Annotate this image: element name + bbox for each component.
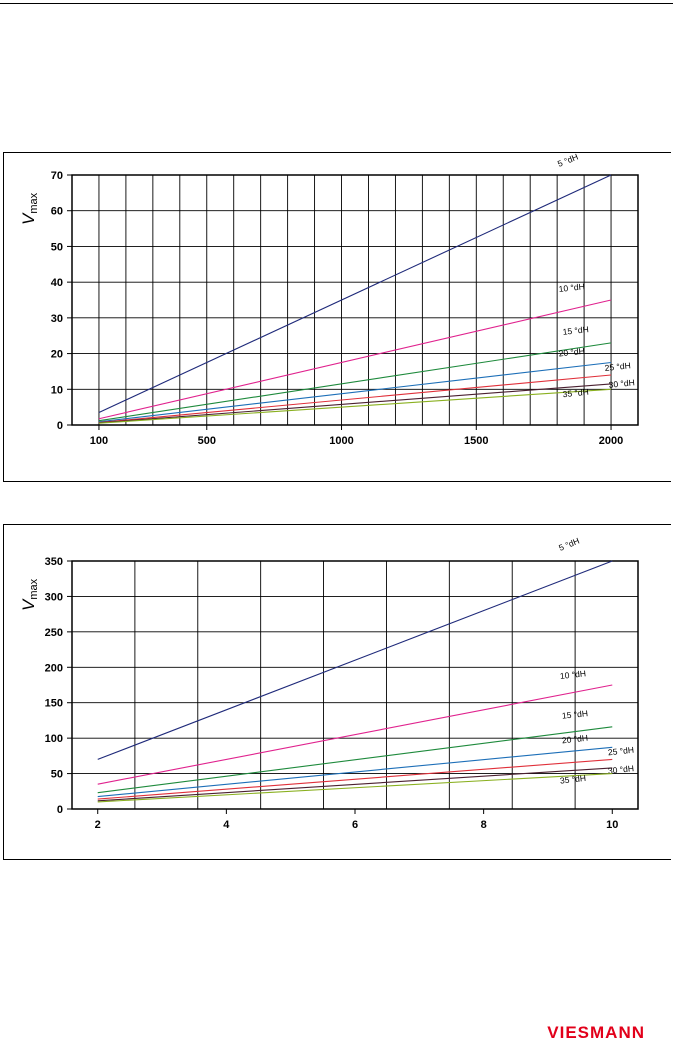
chart-1-series-label-7: 35 °dH [562, 387, 589, 400]
chart-1-y-tick-label: 30 [51, 313, 63, 325]
chart-1-plot-area [71, 174, 639, 426]
chart-1-series-line-1 [98, 174, 612, 413]
chart-1-x-tick-label: 500 [198, 435, 216, 447]
chart-1-series-label-1: 5 °dH [556, 153, 580, 169]
chart-2-series-label-4: 20 °dH [561, 733, 588, 746]
chart-panel-1: 0 10 20 30 40 50 60 70 100 500 1000 1500 2000 Vmax 5 °… [3, 152, 671, 482]
chart-1-x-tick-label: 1500 [464, 435, 488, 447]
chart-2-y-tick-label: 300 [45, 591, 63, 603]
chart-1-x-tick-label: 1000 [329, 435, 353, 447]
viessmann-logo: VIESMANN [547, 1023, 645, 1042]
chart-2-series-label-7: 35 °dH [559, 773, 586, 786]
chart-2-y-tick-label: 200 [45, 662, 63, 674]
chart-1-series-label-3: 15 °dH [562, 324, 589, 337]
chart-2-series-label-2: 10 °dH [559, 668, 586, 681]
chart-2-series-line-1 [97, 560, 613, 760]
chart-1-svg: 0 10 20 30 40 50 60 70 100 500 1000 1500 2000 Vmax 5 °… [19, 152, 639, 447]
chart-2-y-tick-label: 50 [51, 769, 63, 781]
chart-2-series-label-3: 15 °dH [561, 708, 588, 721]
chart-2-y-tick-label: 150 [45, 698, 63, 710]
chart-2-series-label-1: 5 °dH [557, 536, 581, 553]
chart-1-series-line-7 [98, 388, 612, 424]
chart-2-x-tick-label: 6 [352, 819, 358, 831]
chart-2-x-tick-label: 8 [481, 819, 487, 831]
chart-1-y-axis-label: Vmax [19, 192, 40, 225]
chart-2-x-tick-label: 4 [223, 819, 230, 831]
chart-2-y-tick-label: 100 [45, 733, 63, 745]
chart-2-x-tick-label: 2 [95, 819, 101, 831]
chart-1-series-line-4 [98, 361, 612, 423]
chart-2-series-label-5: 25 °dH [607, 745, 634, 758]
chart-1-series-line-6 [98, 383, 612, 424]
chart-2-series-line-5 [97, 758, 613, 800]
chart-2-y-tick-label: 0 [57, 804, 63, 816]
chart-2-y-tick-label: 250 [45, 627, 63, 639]
chart-1-y-tick-label: 50 [51, 241, 63, 253]
chart-2-series-line-7 [97, 773, 613, 803]
chart-2-svg: 0 50 100 150 200 250 300 350 2 4 6 8 10 Vmax 5 °dH 10 °… [19, 536, 639, 831]
chart-1-x-tick-label: 2000 [599, 435, 623, 447]
top-rule [0, 3, 673, 4]
chart-2-series-line-6 [97, 767, 613, 802]
chart-2-series-label-6: 30 °dH [607, 763, 634, 776]
chart-2-y-axis-label: Vmax [19, 578, 40, 611]
chart-1-series-line-2 [98, 299, 612, 420]
chart-1-series-label-4: 20 °dH [558, 346, 585, 359]
chart-1-y-tick-label: 70 [51, 170, 63, 182]
chart-1-y-tick-label: 40 [51, 277, 63, 289]
chart-1-y-tick-label: 20 [51, 349, 63, 361]
chart-1-y-tick-label: 10 [51, 384, 63, 396]
chart-2-series-line-4 [97, 746, 613, 798]
chart-2-y-tick-label: 350 [45, 556, 63, 568]
chart-panel-2: 0 50 100 150 200 250 300 350 2 4 6 8 10 Vmax 5 °dH 10 °… [3, 524, 671, 860]
chart-1-series-label-2: 10 °dH [558, 281, 585, 294]
chart-1-series-line-5 [98, 374, 612, 424]
chart-1-y-tick-label: 0 [57, 420, 63, 432]
chart-1-series-label-6: 30 °dH [608, 377, 635, 390]
chart-2-x-tick-label: 10 [606, 819, 618, 831]
chart-1-x-tick-label: 100 [90, 435, 108, 447]
chart-2-series-line-3 [97, 726, 613, 794]
chart-2-series-line-2 [97, 684, 613, 785]
chart-1-series-line-3 [98, 342, 612, 422]
chart-1-series-label-5: 25 °dH [604, 360, 631, 373]
chart-1-y-tick-label: 60 [51, 206, 63, 218]
